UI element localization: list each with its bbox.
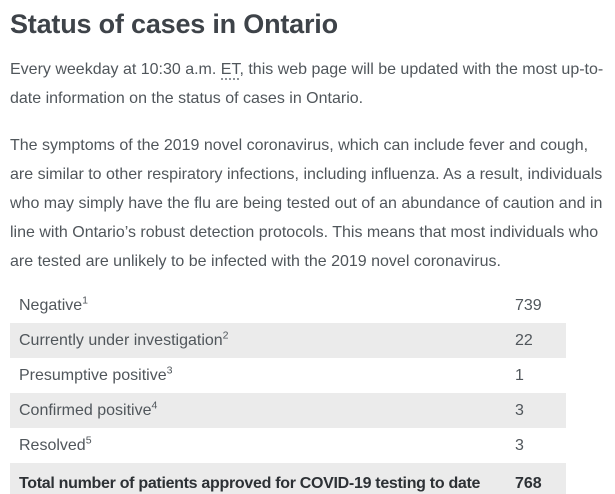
- case-value: 3: [515, 437, 524, 454]
- table-row-presumptive-positive: Presumptive positive3 1: [10, 358, 566, 393]
- case-label-text: Presumptive positive: [19, 367, 167, 384]
- footnote-ref-3: 3: [166, 364, 173, 377]
- case-label-text: Negative: [19, 297, 83, 314]
- case-label: Currently under investigation2: [10, 323, 506, 358]
- case-label: Resolved5: [10, 428, 506, 463]
- case-label-text: Resolved: [19, 437, 86, 454]
- eastern-time-abbreviation[interactable]: ET: [220, 61, 240, 80]
- total-value: 768: [515, 475, 542, 492]
- table-row-resolved: Resolved5 3: [10, 428, 566, 463]
- page-title: Status of cases in Ontario: [10, 9, 338, 39]
- case-label: Negative1: [10, 288, 506, 323]
- total-label-text: Total number of patients approved for CO…: [19, 475, 481, 492]
- total-label: Total number of patients approved for CO…: [10, 463, 506, 494]
- case-value: 22: [515, 332, 533, 349]
- footnote-ref-2: 2: [222, 329, 229, 342]
- table-row-negative: Negative1 739: [10, 288, 566, 323]
- table-row-under-investigation: Currently under investigation2 22: [10, 323, 566, 358]
- intro-text-after: , this web page will be updated with the…: [10, 61, 604, 107]
- footnote-ref-1: 1: [82, 294, 89, 307]
- table-row-total: Total number of patients approved for CO…: [10, 463, 566, 494]
- footnote-ref-4: 4: [151, 399, 158, 412]
- case-label-text: Currently under investigation: [19, 332, 223, 349]
- case-label: Confirmed positive4: [10, 393, 506, 428]
- case-value: 1: [515, 367, 524, 384]
- case-label-text: Confirmed positive: [19, 402, 152, 419]
- footnote-ref-5: 5: [85, 434, 92, 447]
- case-value: 739: [515, 297, 542, 314]
- symptoms-paragraph: The symptoms of the 2019 novel coronavir…: [10, 137, 603, 270]
- case-value: 3: [515, 402, 524, 419]
- case-status-table: Negative1 739 Currently under investigat…: [10, 288, 566, 494]
- case-label: Presumptive positive3: [10, 358, 506, 393]
- update-schedule-paragraph: Every weekday at 10:30 a.m. ET, this web…: [10, 55, 604, 113]
- intro-text-before: Every weekday at 10:30 a.m.: [10, 61, 221, 78]
- table-row-confirmed-positive: Confirmed positive4 3: [10, 393, 566, 428]
